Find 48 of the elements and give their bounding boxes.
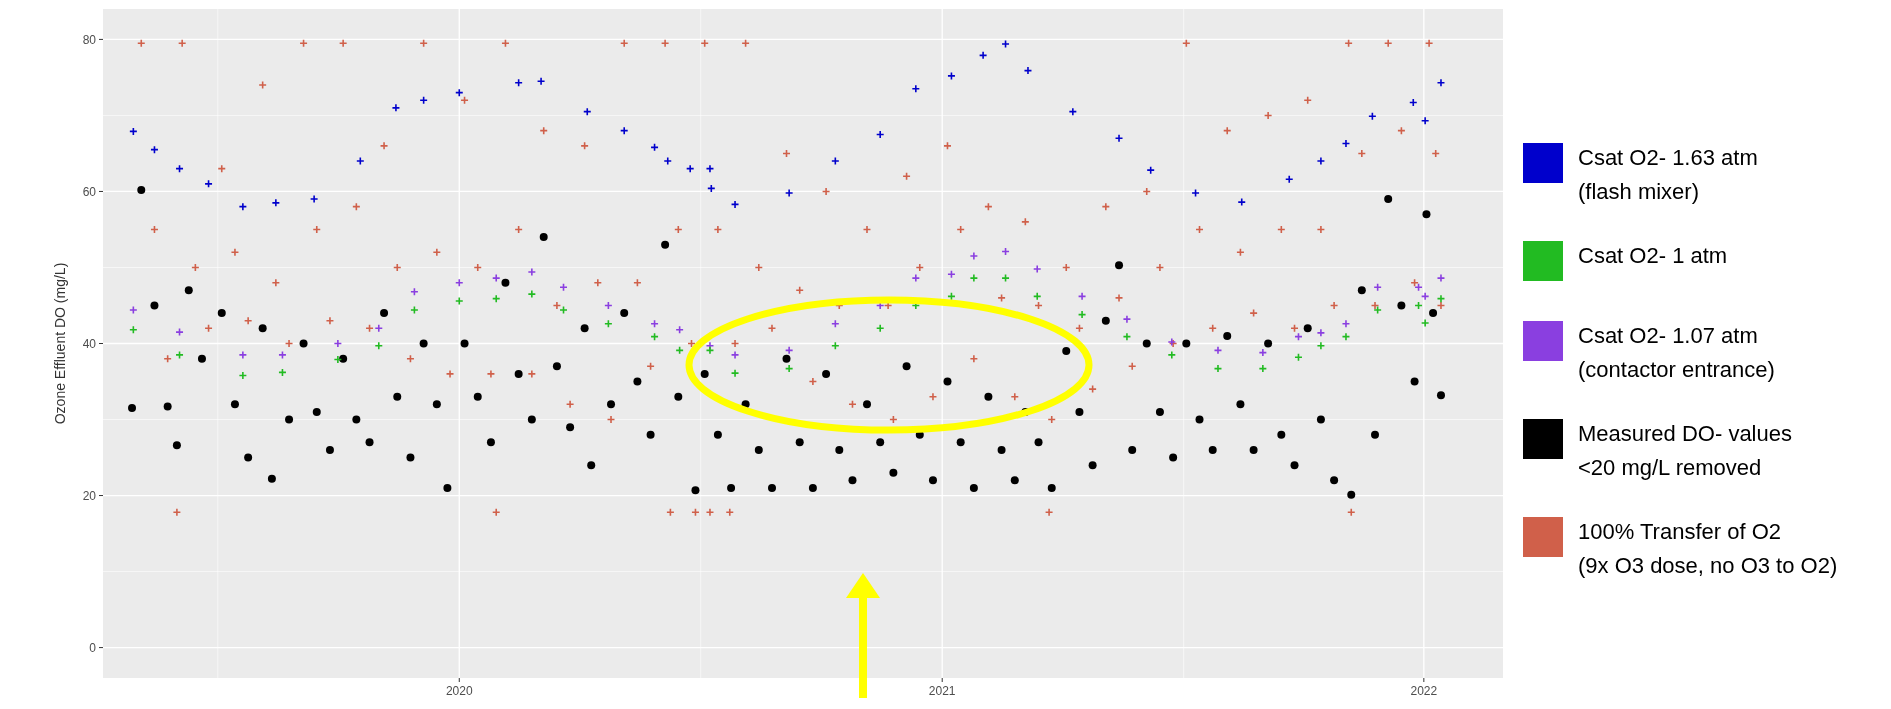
legend-label: Csat O2- 1 atm [1578,243,1728,268]
legend-label: 100% Transfer of O2 (9x O3 dose, no O3 to O2) [1578,519,1838,578]
point [730,368,740,378]
point [784,188,794,198]
point [1420,318,1430,328]
y-tick-label: 60 [82,184,97,199]
point [663,156,673,166]
point [527,267,537,277]
y-tick-label: 20 [82,488,97,503]
legend-label: Csat O2- 1.07 atm (contactor entrance) [1578,323,1775,382]
x-tick-label: 2020 [445,684,473,698]
point [1316,156,1326,166]
point [454,296,464,306]
point [730,350,740,360]
x-tick-label: 2022 [1410,684,1438,698]
point [1237,197,1247,207]
point [527,289,537,299]
point [875,324,885,333]
point [491,273,501,283]
point [1420,116,1430,126]
point [1316,341,1326,351]
x-tick-label: 2021 [928,684,956,698]
y-tick-label: 80 [82,32,97,47]
point [536,76,546,86]
point [1114,133,1124,143]
point [1316,328,1326,338]
point [1032,264,1042,274]
legend-label: Measured DO- values <20 mg/L removed [1578,421,1792,480]
y-tick-label: 0 [89,640,97,655]
point [1167,350,1177,360]
point [309,194,319,204]
point [1436,273,1446,283]
y-tick-label: 40 [82,336,97,351]
point [911,84,921,94]
y-axis-title: Ozone Effluent DO (mg/L) [52,262,68,425]
point [969,251,979,261]
point [1436,78,1446,88]
point [238,350,248,360]
point [1341,319,1351,329]
point [374,324,384,333]
point [1122,314,1132,324]
legend-label: Csat O2- 1.63 atm (flash mixer) [1578,145,1758,204]
point [391,103,401,113]
point [911,273,921,283]
point [1284,174,1294,184]
point [271,198,281,208]
point [374,341,384,351]
point [969,273,979,283]
